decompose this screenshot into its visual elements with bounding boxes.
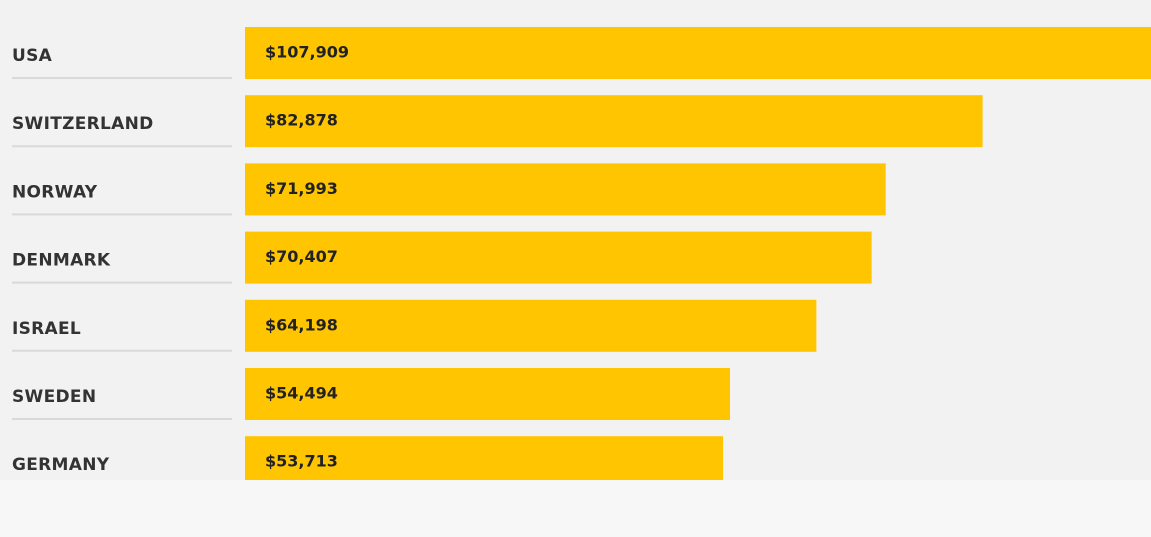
bar xyxy=(245,231,872,284)
value-label: $107,909 xyxy=(265,43,349,62)
value-label: $54,494 xyxy=(265,384,338,403)
bar xyxy=(245,436,724,480)
bar xyxy=(245,27,1151,79)
category-label: DENMARK xyxy=(12,251,111,271)
bar xyxy=(245,368,730,420)
category-label: ISRAEL xyxy=(12,319,81,339)
bar xyxy=(245,95,983,148)
category-label: GERMANY xyxy=(12,455,110,475)
category-label: SWITZERLAND xyxy=(12,114,154,134)
bar xyxy=(245,163,886,216)
value-label: $53,713 xyxy=(265,452,338,471)
category-label: SWEDEN xyxy=(12,387,96,407)
value-label: $82,878 xyxy=(265,111,338,130)
value-label: $64,198 xyxy=(265,315,338,334)
category-label: USA xyxy=(12,46,53,66)
rows: USA $107,909 SWITZERLAND $82,878 NORWAY $71,9… xyxy=(12,27,1151,480)
category-label: NORWAY xyxy=(12,182,98,202)
value-label: $71,993 xyxy=(265,179,338,198)
bar xyxy=(245,299,817,352)
value-label: $70,407 xyxy=(265,247,338,266)
